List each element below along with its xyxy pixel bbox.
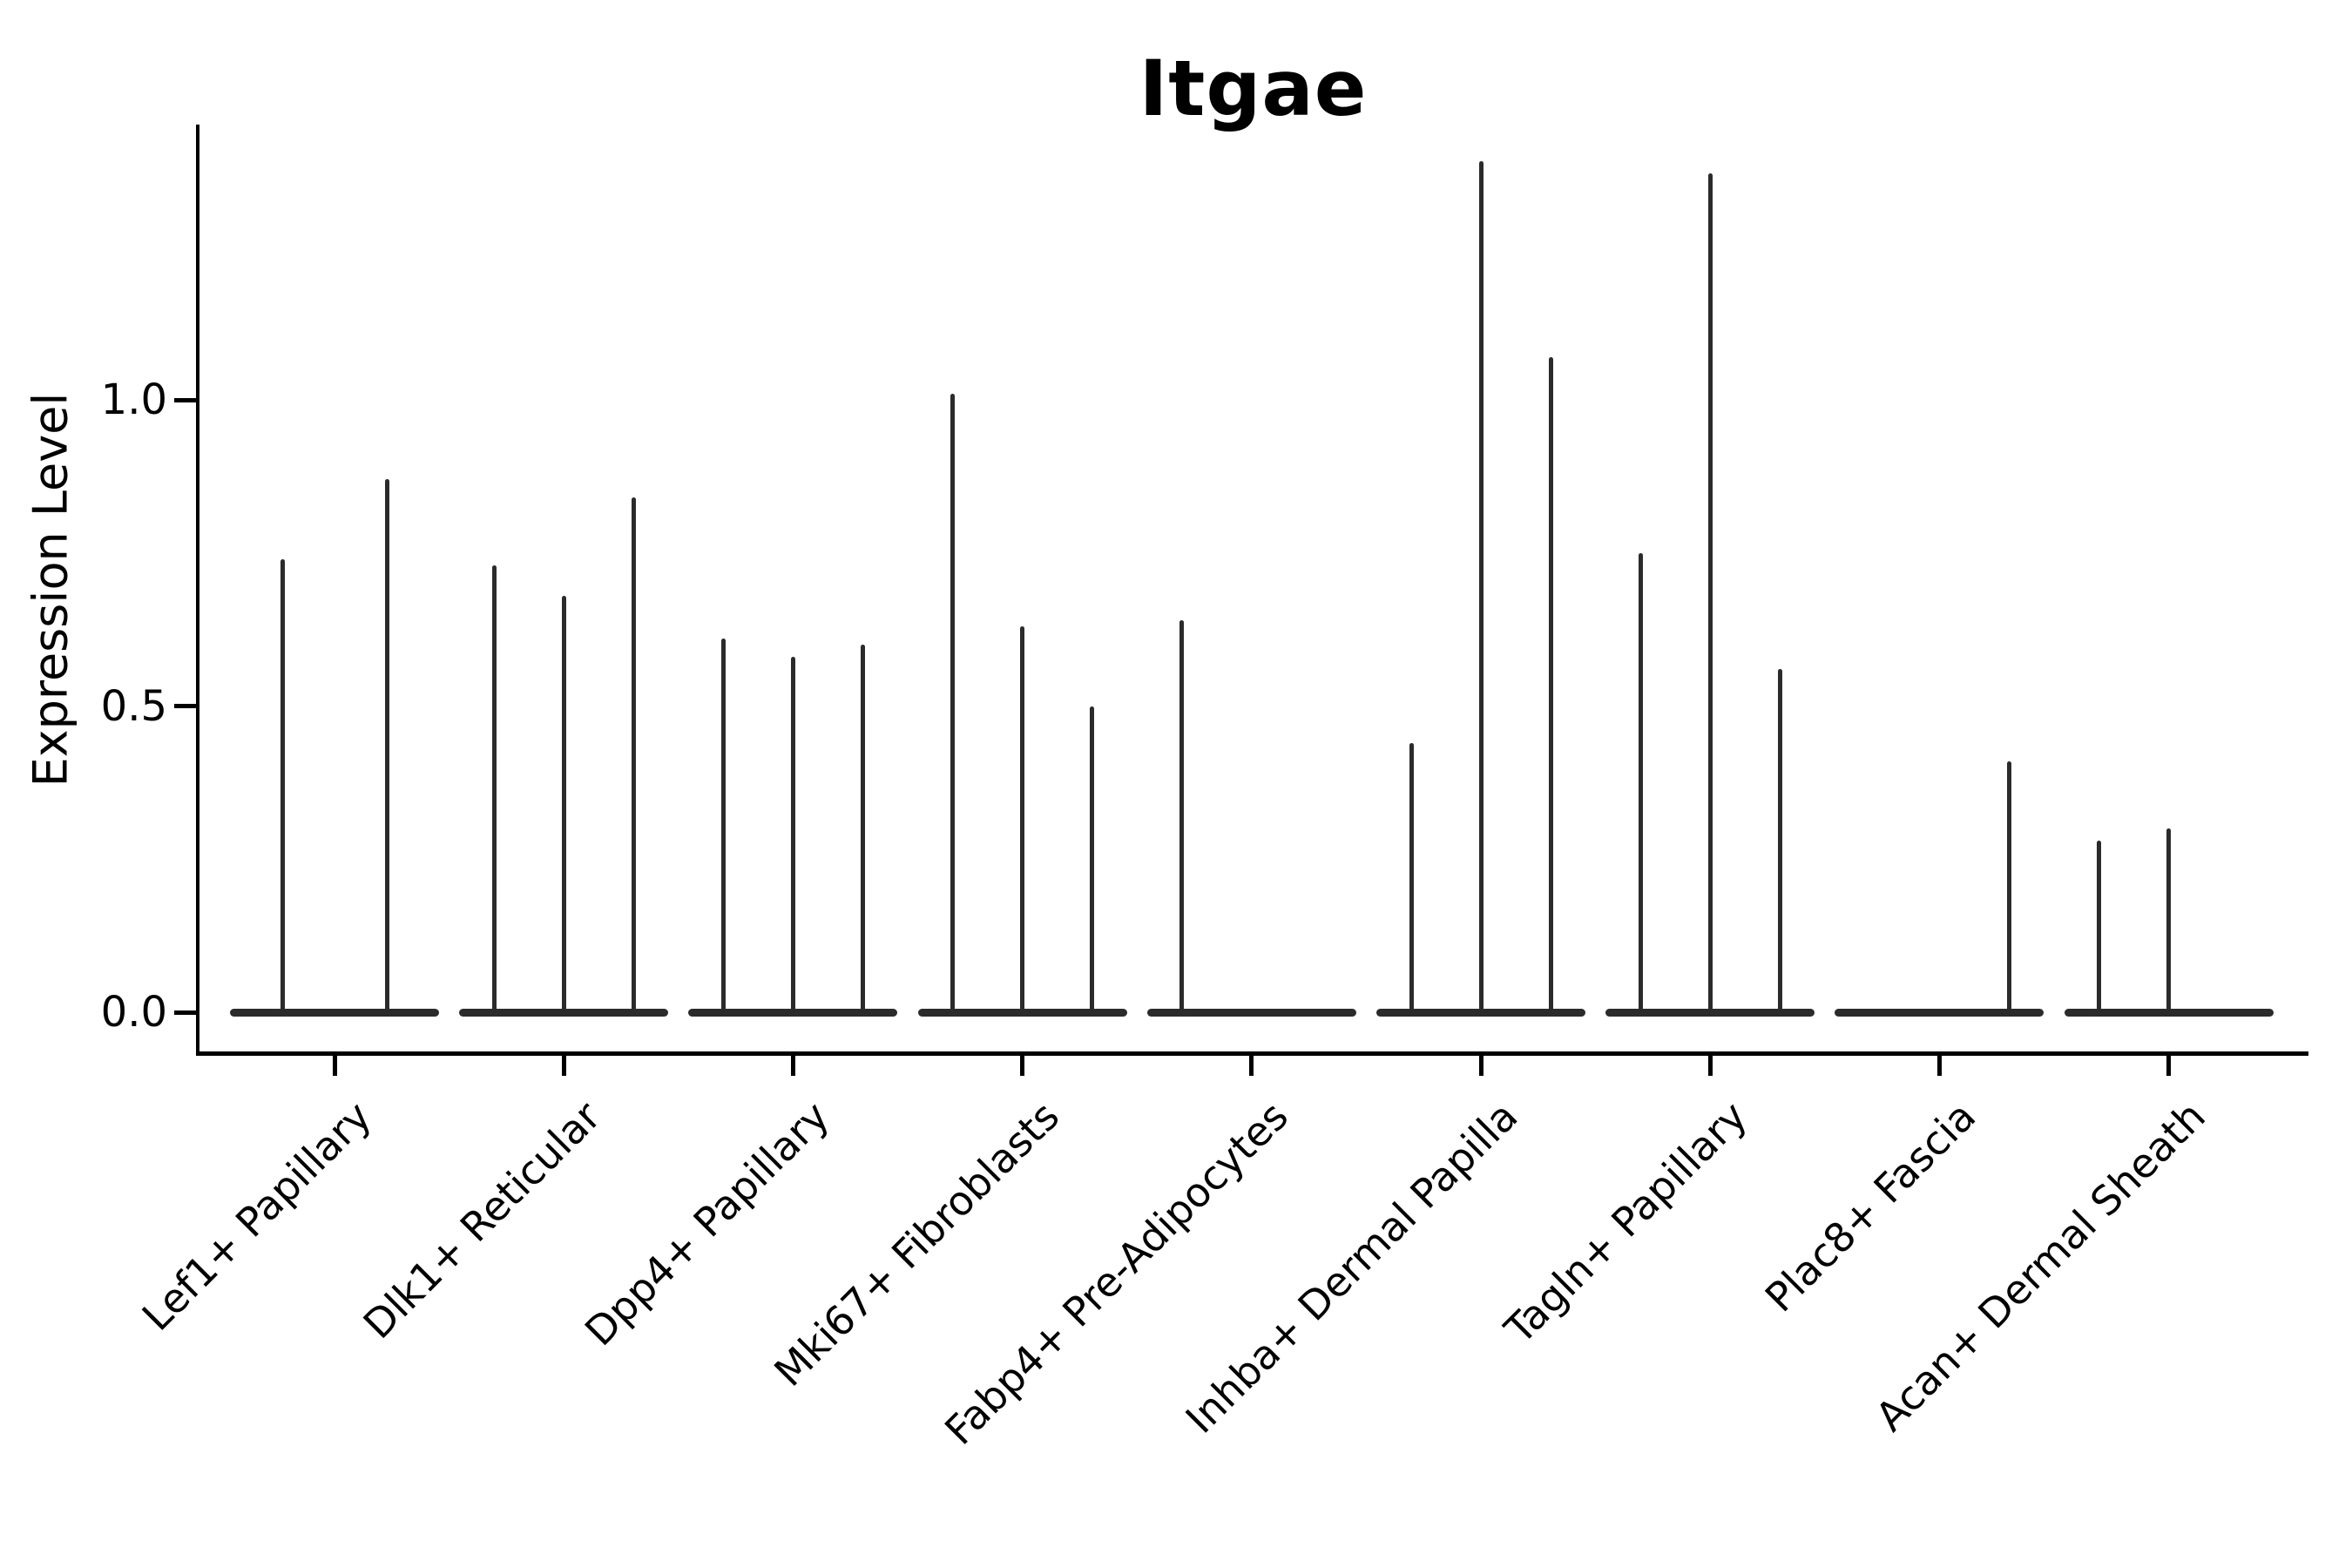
violin-spike	[2097, 841, 2102, 1012]
y-tick-label: 0.0	[100, 988, 167, 1037]
x-tick	[561, 1056, 566, 1076]
violin-spike	[1638, 552, 1643, 1012]
x-tick	[1936, 1056, 1942, 1076]
violin-body	[1605, 1008, 1815, 1017]
plot-title: Itgae	[1139, 44, 1368, 133]
violin-spike	[1478, 160, 1484, 1012]
violin-body	[1835, 1008, 2044, 1017]
violin-spike	[1707, 172, 1713, 1012]
y-tick	[174, 397, 197, 402]
violin-spike	[1179, 620, 1185, 1012]
x-tick-label: Plac8+ Fascia	[1756, 1092, 1985, 1321]
x-tick-label: Tagln+ Papillary	[1495, 1092, 1756, 1353]
violin-spike	[1090, 706, 1095, 1012]
x-tick	[790, 1056, 795, 1076]
x-tick	[2166, 1056, 2172, 1076]
violin-spike	[631, 497, 636, 1012]
y-tick-label: 1.0	[100, 375, 167, 424]
violin-body	[1146, 1008, 1356, 1017]
violin-spike	[1020, 626, 1025, 1012]
x-tick-label: Lef1+ Papillary	[132, 1092, 381, 1340]
x-tick-label: Dpp4+ Papillary	[576, 1092, 839, 1355]
violin-spike	[2006, 760, 2011, 1012]
violin-spike	[1548, 356, 1553, 1012]
x-tick	[1020, 1056, 1025, 1076]
violin-body	[1376, 1008, 1585, 1017]
x-axis-spine	[196, 1051, 2308, 1056]
violin-spike	[790, 657, 795, 1012]
violin-body	[688, 1008, 898, 1017]
violin-spike	[950, 393, 956, 1012]
y-axis-spine	[196, 125, 199, 1056]
violin-spike	[720, 639, 726, 1012]
violin-spike	[1409, 742, 1414, 1012]
violin-spike	[860, 645, 865, 1012]
violin-spike	[384, 479, 389, 1012]
y-tick	[174, 704, 197, 708]
x-tick-label: Dlk1+ Reticular	[354, 1092, 610, 1348]
violin-body	[459, 1008, 669, 1017]
violin-spike	[491, 564, 497, 1012]
y-axis-label: Expression Level	[23, 392, 78, 787]
violin-spike	[2166, 828, 2172, 1012]
violin-body	[2064, 1008, 2274, 1017]
x-tick	[1249, 1056, 1254, 1076]
y-tick	[174, 1010, 197, 1015]
x-tick	[1478, 1056, 1484, 1076]
x-tick	[332, 1056, 337, 1076]
violin-spike	[1777, 669, 1782, 1012]
y-tick-label: 0.5	[100, 681, 167, 731]
violin-spike	[561, 595, 566, 1012]
violin-body	[230, 1008, 439, 1017]
violin-body	[917, 1008, 1127, 1017]
x-tick	[1707, 1056, 1713, 1076]
violin-spike	[280, 558, 285, 1012]
